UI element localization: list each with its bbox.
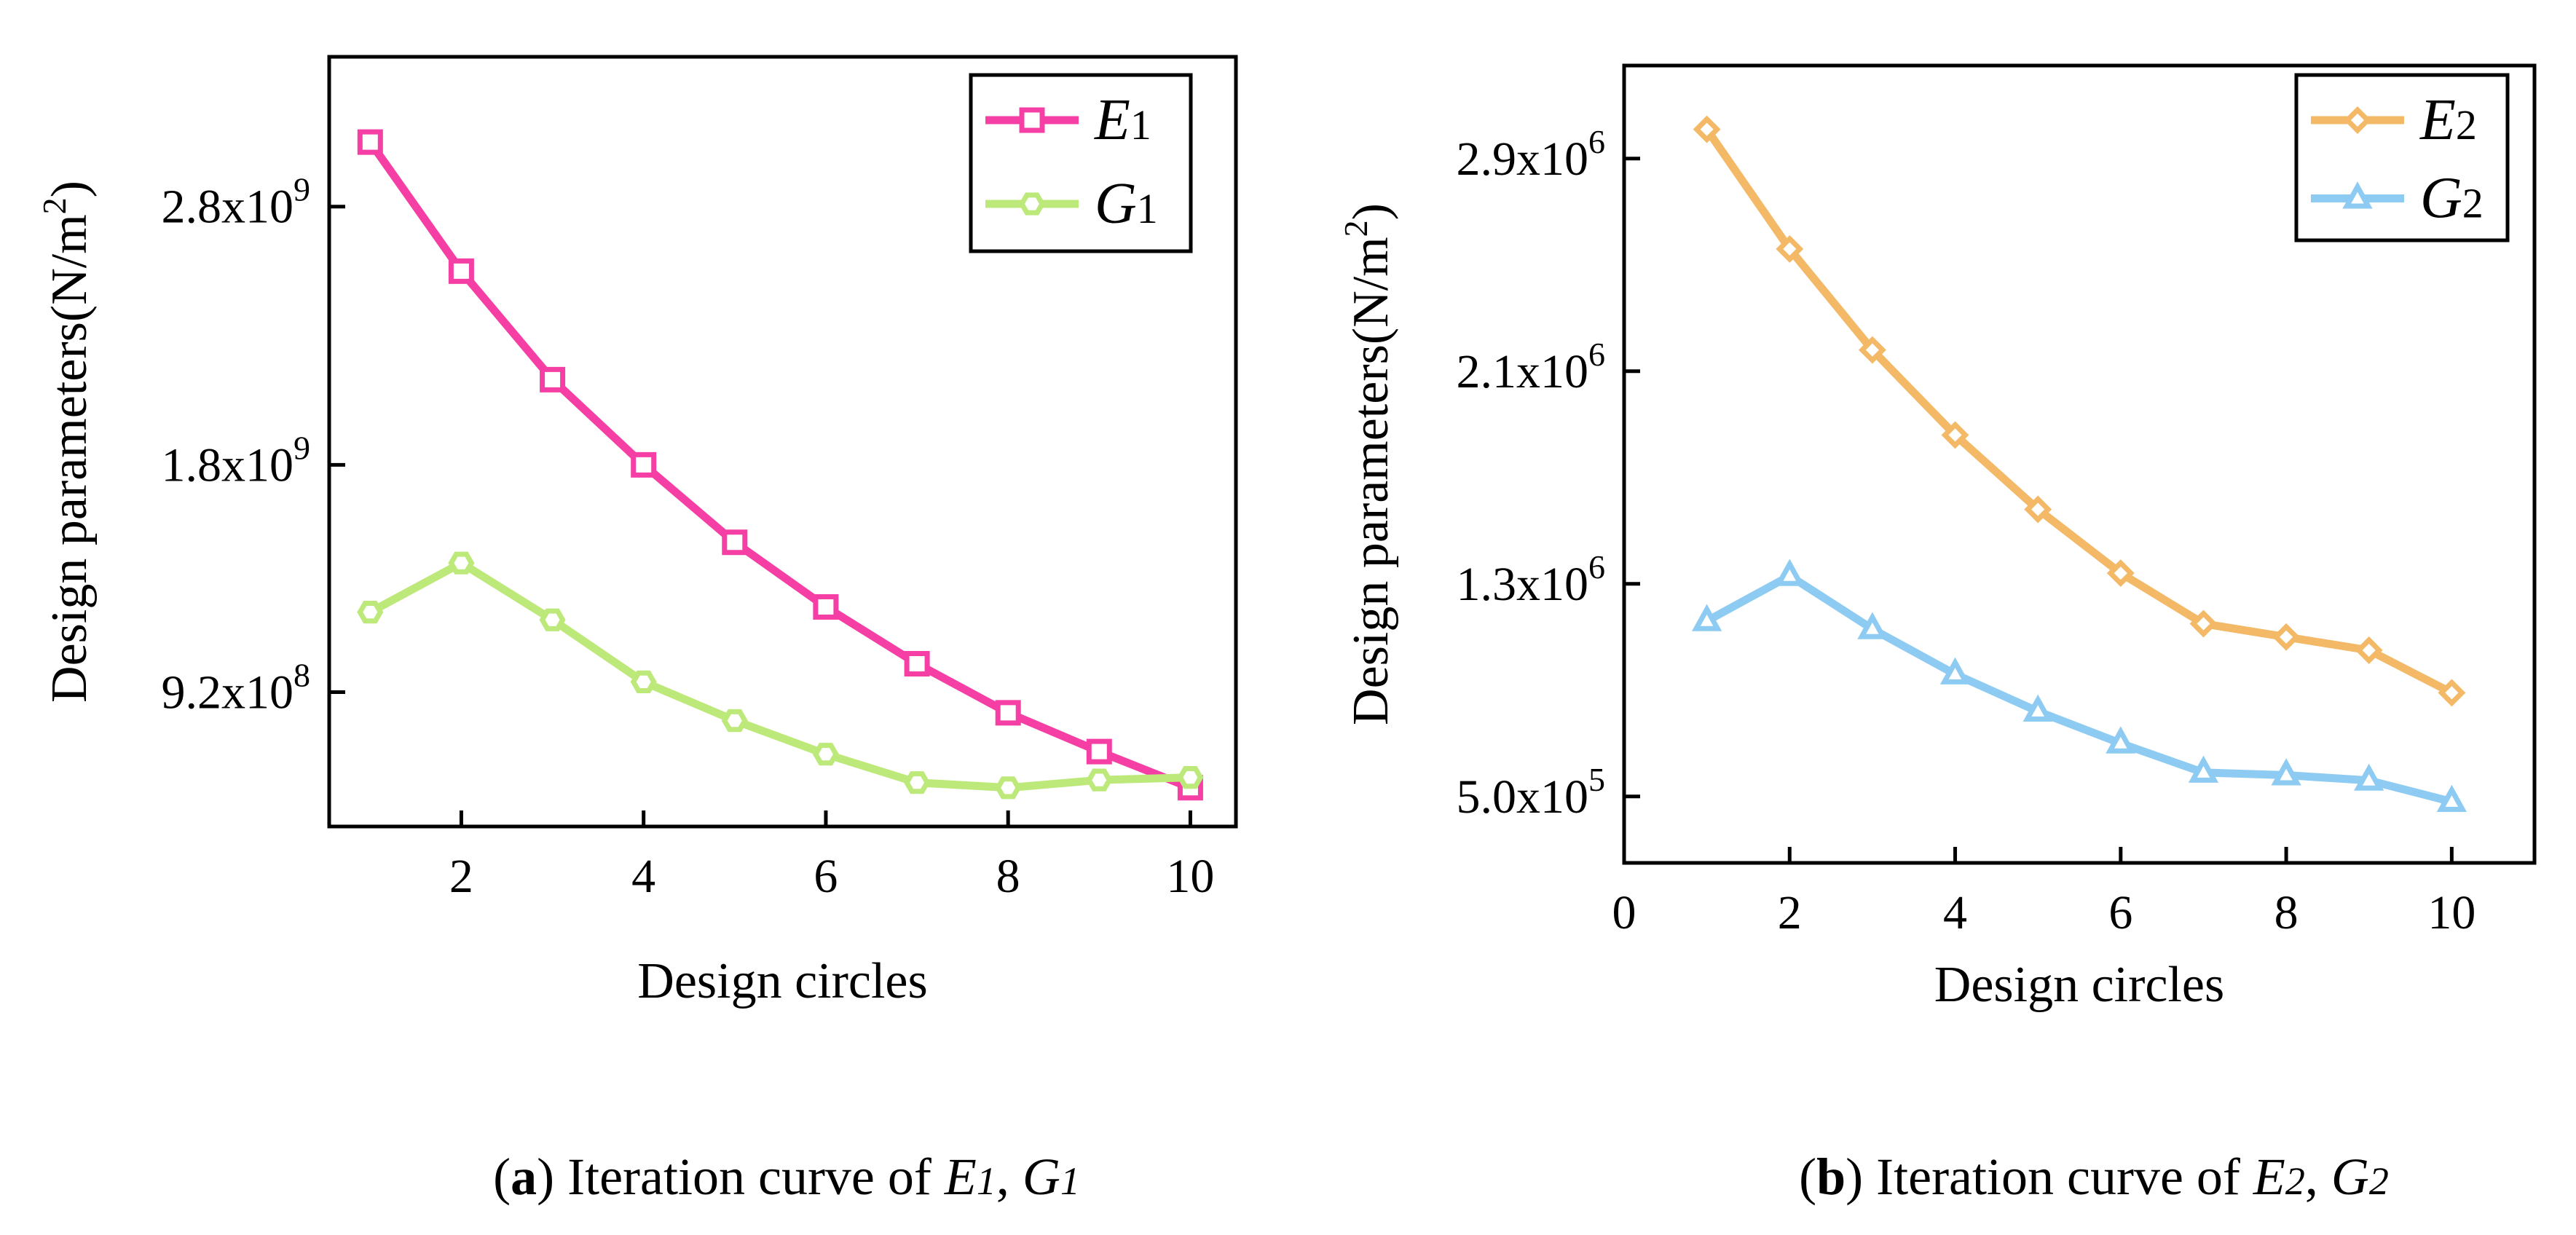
legend-marker-E2 [2344,106,2371,134]
x-tick-label: 8 [996,850,1020,903]
legend-label-G2: G2 [2420,167,2484,231]
data-point-G1-4 [630,670,657,693]
data-point-G1-8 [995,776,1022,800]
data-point-G1-10 [1177,766,1204,789]
legend-label-E2: E2 [2419,88,2477,152]
data-point-G2-4 [1939,657,1971,684]
data-point-E2-1 [1693,115,1721,143]
y-tick-label: 5.0x105 [1457,761,1606,824]
x-tick-label: 0 [1612,886,1636,939]
data-point-G2-3 [1857,612,1888,639]
plot-frame [327,55,1238,829]
chart-panel-b: 0 2 4 6 8 10 5.0x105 1.3x106 2.1x106 2.9x106 Desig… [1337,63,2537,1206]
data-point-E1-5 [722,529,748,556]
data-point-G2-10 [2436,784,2467,812]
data-point-E2-2 [1776,234,1804,263]
data-point-E2-4 [1941,421,1969,449]
series-line-G2 [1703,572,2456,806]
y-axis-label: Design parameters(N/m2) [36,181,98,703]
caption: (b) Iteration curve of E2, G2 [1799,1148,2389,1206]
series-line-E2 [1703,125,2456,697]
series-G2 [1691,559,2467,812]
data-point-G1-1 [357,601,384,624]
legend-label-E1: E1 [1094,88,1151,152]
legend-box [969,73,1193,253]
data-point-G1-7 [904,771,931,794]
data-point-G1-9 [1086,768,1113,792]
data-point-G2-7 [2188,755,2219,783]
series-line-G1 [366,559,1194,792]
y-tick-label: 9.2x108 [162,657,311,719]
y-tick-label: 1.8x109 [162,429,311,492]
y-tick-label: 1.3x106 [1457,548,1606,611]
data-point-E2-5 [2024,495,2052,524]
data-point-G2-6 [2106,726,2136,754]
data-point-E2-7 [2189,609,2218,638]
caption: (a) Iteration curve of E1, G1 [493,1148,1080,1206]
data-point-E2-8 [2272,623,2301,651]
series-E2 [1693,115,2466,707]
x-axis-label: Design circles [1934,957,2224,1013]
x-tick-label: 10 [2427,886,2475,939]
data-point-G1-2 [448,551,475,575]
x-tick-label: 4 [1943,886,1967,939]
series-G1 [357,551,1204,800]
data-point-G2-9 [2354,763,2384,791]
data-point-G2-2 [1774,559,1805,586]
legend-marker-G2 [2342,181,2373,209]
x-tick-label: 6 [814,850,838,903]
data-point-G2-8 [2271,758,2301,786]
y-tick-label: 2.8x109 [162,171,311,234]
x-tick-label: 8 [2274,886,2299,939]
data-point-E1-1 [357,129,383,155]
data-point-E2-10 [2438,679,2466,707]
data-point-E1-8 [995,700,1021,726]
legend-label-G1: G1 [1095,172,1158,236]
data-point-E1-4 [631,451,657,478]
data-point-G1-5 [721,709,748,733]
x-axis-label: Design circles [637,953,927,1009]
data-point-E1-9 [1086,738,1112,765]
data-point-G1-6 [812,743,839,766]
series-E1 [357,129,1203,801]
data-point-G2-5 [2022,694,2053,722]
legend-marker-E1 [1019,107,1045,133]
plot-frame [1622,63,2537,865]
y-axis-label: Design parameters(N/m2) [1337,203,1399,725]
y-tick-label: 2.1x106 [1457,336,1606,398]
data-point-E1-3 [540,366,566,392]
x-tick-label: 10 [1166,850,1214,903]
x-tick-label: 4 [631,850,655,903]
legend-marker-G1 [1018,192,1046,216]
chart-panel-a: 2 4 6 8 10 9.2x108 1.8x109 2.8x109 Design circle… [36,55,1238,1206]
data-point-E1-2 [448,258,474,284]
data-point-E2-9 [2355,636,2383,664]
x-tick-label: 6 [2108,886,2132,939]
series-line-E1 [366,138,1194,792]
data-point-E1-6 [813,594,839,620]
data-point-E2-3 [1858,336,1886,364]
data-point-G1-3 [539,608,566,631]
x-tick-label: 2 [449,850,473,903]
legend-box [2294,73,2510,242]
data-point-E1-7 [904,651,930,676]
data-point-G2-1 [1691,604,1722,631]
y-tick-label: 2.9x106 [1457,123,1606,186]
data-point-E2-6 [2106,559,2135,588]
x-tick-label: 2 [1778,886,1802,939]
